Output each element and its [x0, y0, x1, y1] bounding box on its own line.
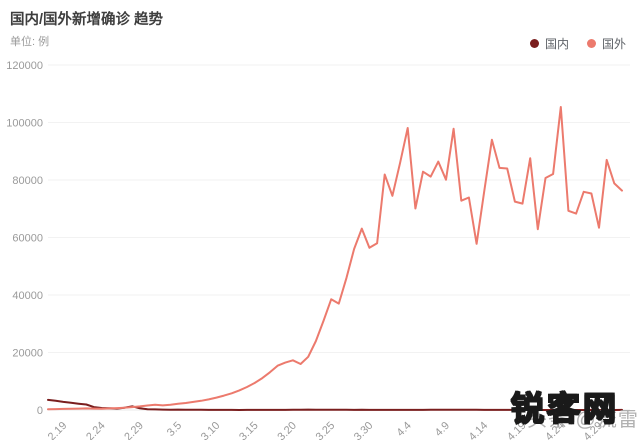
legend-dot-icon — [529, 39, 539, 48]
svg-text:3.25: 3.25 — [314, 420, 338, 440]
svg-text:0: 0 — [37, 405, 43, 417]
svg-text:3.15: 3.15 — [237, 420, 261, 440]
watermark-author: 头条 @流雷电 — [527, 409, 640, 431]
svg-text:3.10: 3.10 — [199, 420, 223, 440]
svg-text:4.4: 4.4 — [395, 420, 414, 439]
svg-text:60000: 60000 — [12, 233, 43, 245]
svg-text:40000: 40000 — [12, 290, 43, 302]
legend-label: 国内 — [544, 37, 569, 51]
svg-text:4.9: 4.9 — [433, 420, 452, 439]
legend: 国内 国外 — [529, 35, 626, 52]
legend-item[interactable]: 国内 — [529, 35, 569, 52]
svg-text:3.20: 3.20 — [275, 420, 299, 440]
watermark-site: 锐客网 — [510, 389, 619, 428]
svg-text:120000: 120000 — [6, 60, 43, 72]
svg-text:4.14: 4.14 — [467, 420, 491, 440]
svg-text:100000: 100000 — [6, 118, 43, 130]
svg-text:3.5: 3.5 — [165, 420, 184, 439]
legend-dot-icon — [586, 39, 596, 48]
svg-text:20000: 20000 — [12, 348, 43, 360]
legend-label: 国外 — [601, 37, 626, 51]
page-title: 国内/国外新增确诊 趋势 — [10, 12, 164, 28]
legend-item[interactable]: 国外 — [586, 35, 626, 52]
svg-text:80000: 80000 — [12, 175, 43, 187]
svg-text:2.19: 2.19 — [46, 420, 70, 440]
unit-label: 单位: 例 — [10, 36, 50, 48]
svg-text:2.29: 2.29 — [122, 420, 146, 440]
svg-text:3.30: 3.30 — [352, 420, 376, 440]
svg-text:2.24: 2.24 — [84, 420, 108, 440]
